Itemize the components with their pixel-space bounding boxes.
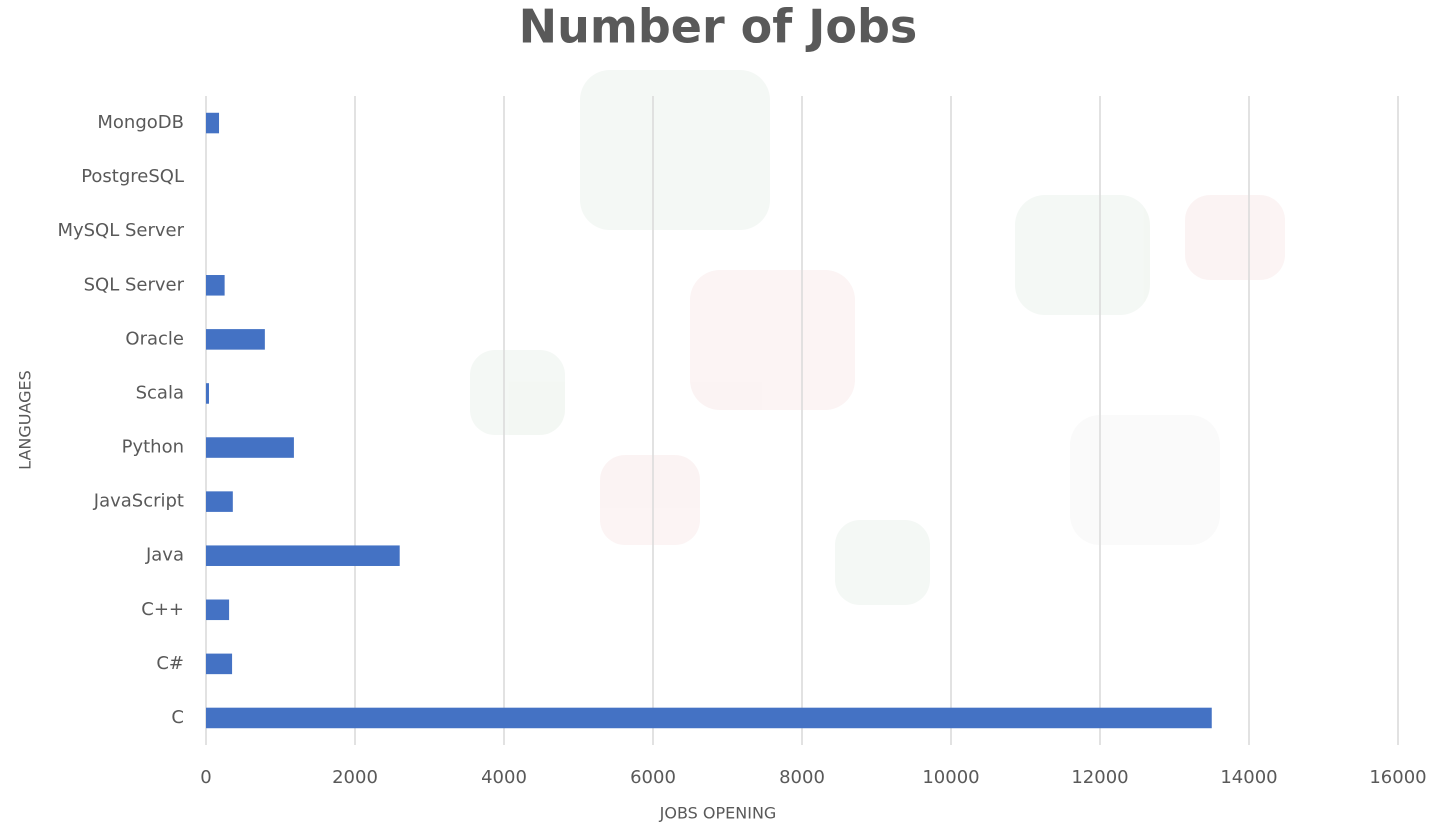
x-tick-label: 14000 [1220,767,1277,788]
x-tick-label: 2000 [332,767,378,788]
y-axis-title: LANGUAGES [16,370,35,470]
x-tick-label: 16000 [1369,767,1426,788]
bar [206,329,265,350]
y-tick-label: Python [122,437,184,458]
bar [206,707,1212,729]
y-tick-label: PostgreSQL [81,166,184,187]
y-tick-label: SQL Server [84,274,185,295]
bar [206,653,233,675]
x-tick-label: 0 [200,767,211,788]
bar [206,275,225,296]
y-tick-label: MySQL Server [57,220,184,241]
bar [206,491,233,512]
chart-title: Number of Jobs [519,0,918,54]
y-tick-label: MongoDB [97,112,184,133]
y-tick-label: Scala [136,382,184,403]
y-tick-label: C# [156,653,184,674]
x-tick-label: 6000 [630,767,676,788]
bar [206,545,400,566]
x-tick-label: 10000 [922,767,979,788]
x-tick-label: 4000 [481,767,527,788]
x-tick-label: 8000 [779,767,825,788]
y-tick-label: Java [145,545,184,566]
bar [206,599,230,621]
x-axis-title: JOBS OPENING [659,804,777,823]
y-tick-label: JavaScript [93,491,184,512]
background-decoration [470,70,1285,605]
y-tick-label: Oracle [125,328,184,349]
y-tick-label: C [171,707,184,728]
bar [206,383,209,404]
x-tick-label: 12000 [1071,767,1128,788]
bar [206,437,294,458]
y-tick-label: C++ [141,599,184,620]
bar [206,112,220,134]
